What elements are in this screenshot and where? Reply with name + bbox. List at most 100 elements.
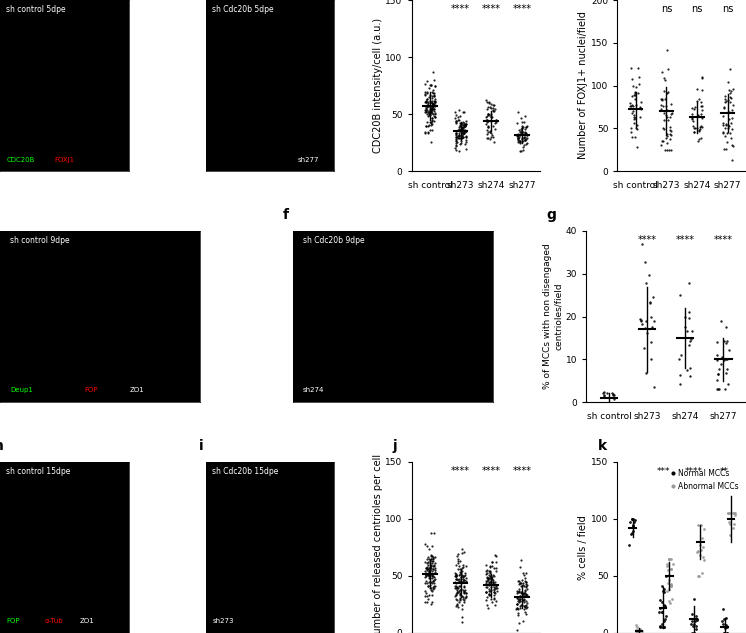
Point (629, 91, 641, 101)
Y-axis label: % cells / field: % cells / field (578, 515, 589, 580)
Point (723, 106, 735, 116)
Point (486, 598, 498, 608)
Point (715, 359, 727, 369)
Point (451, 111, 463, 122)
Point (425, 104, 437, 115)
Point (726, 113, 738, 123)
Point (424, 137, 436, 147)
Point (459, 120, 471, 130)
Point (645, 337, 656, 348)
Point (486, 106, 498, 116)
Point (421, 96, 433, 106)
Point (656, 94, 668, 104)
Point (485, 103, 497, 113)
Point (512, 108, 524, 118)
Point (419, 128, 430, 139)
Point (517, 589, 529, 599)
Point (419, 127, 430, 137)
Point (663, 575, 675, 585)
Point (712, 368, 724, 379)
Point (450, 570, 462, 580)
Point (681, 365, 693, 375)
Point (450, 115, 462, 125)
Point (641, 329, 653, 339)
Point (713, 384, 725, 394)
Point (663, 144, 675, 154)
Point (483, 567, 495, 577)
Point (426, 97, 438, 108)
Text: sh Cdc20b 5dpe: sh Cdc20b 5dpe (212, 5, 274, 14)
Point (426, 566, 438, 576)
Point (511, 625, 523, 633)
Point (423, 570, 435, 580)
Point (427, 100, 439, 110)
Point (483, 577, 495, 587)
Point (457, 126, 468, 136)
Point (518, 132, 530, 142)
Point (457, 122, 468, 132)
Point (423, 590, 435, 600)
Point (724, 97, 736, 108)
Point (513, 587, 525, 597)
Point (456, 599, 468, 610)
Point (655, 94, 667, 104)
Point (429, 552, 441, 562)
Point (718, 624, 730, 633)
Point (450, 571, 462, 581)
Text: sh Cdc20b 15dpe: sh Cdc20b 15dpe (212, 467, 278, 476)
Point (454, 590, 466, 600)
Point (488, 592, 500, 603)
Point (724, 530, 736, 541)
Point (517, 142, 529, 152)
Point (607, 389, 619, 399)
Point (486, 105, 498, 115)
Point (427, 573, 439, 583)
Text: ****: **** (676, 235, 695, 244)
Point (456, 570, 468, 580)
Point (460, 119, 471, 129)
Point (460, 125, 471, 135)
Point (454, 105, 466, 115)
Point (419, 79, 431, 89)
Point (427, 582, 439, 592)
Point (606, 387, 618, 398)
Point (486, 100, 498, 110)
Point (636, 239, 648, 249)
Point (518, 581, 530, 591)
Point (450, 570, 462, 580)
Point (452, 583, 464, 593)
Point (422, 552, 434, 562)
Point (718, 103, 730, 113)
Point (685, 619, 697, 629)
Point (513, 618, 524, 629)
Point (633, 624, 645, 633)
Point (517, 127, 529, 137)
Point (428, 581, 440, 591)
Point (482, 120, 494, 130)
Point (450, 132, 462, 142)
Point (723, 517, 735, 527)
Point (726, 139, 738, 149)
Point (721, 335, 733, 346)
Point (455, 573, 467, 584)
Point (426, 115, 438, 125)
Point (458, 582, 470, 592)
Point (724, 65, 736, 75)
Point (726, 154, 738, 165)
Point (692, 546, 704, 556)
Point (428, 96, 440, 106)
Point (482, 108, 494, 118)
Point (724, 128, 736, 138)
Point (629, 132, 641, 142)
Point (631, 142, 643, 152)
Point (511, 603, 523, 613)
Point (422, 121, 434, 131)
Point (454, 573, 466, 584)
Point (662, 577, 674, 587)
Point (456, 123, 468, 134)
Point (459, 120, 471, 130)
Point (511, 603, 523, 613)
Point (520, 581, 532, 591)
Point (421, 563, 433, 573)
Point (490, 567, 502, 577)
